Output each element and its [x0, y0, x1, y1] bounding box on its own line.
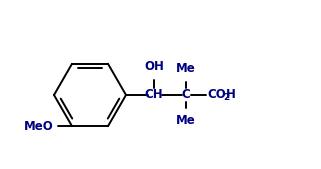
Text: OH: OH — [144, 59, 164, 73]
Text: CH: CH — [145, 89, 163, 102]
Text: H: H — [226, 89, 236, 102]
Text: C: C — [182, 89, 190, 102]
Text: Me: Me — [176, 63, 196, 76]
Text: CO: CO — [208, 89, 226, 102]
Text: 2: 2 — [223, 92, 229, 102]
Text: MeO: MeO — [24, 120, 54, 133]
Text: Me: Me — [176, 115, 196, 127]
